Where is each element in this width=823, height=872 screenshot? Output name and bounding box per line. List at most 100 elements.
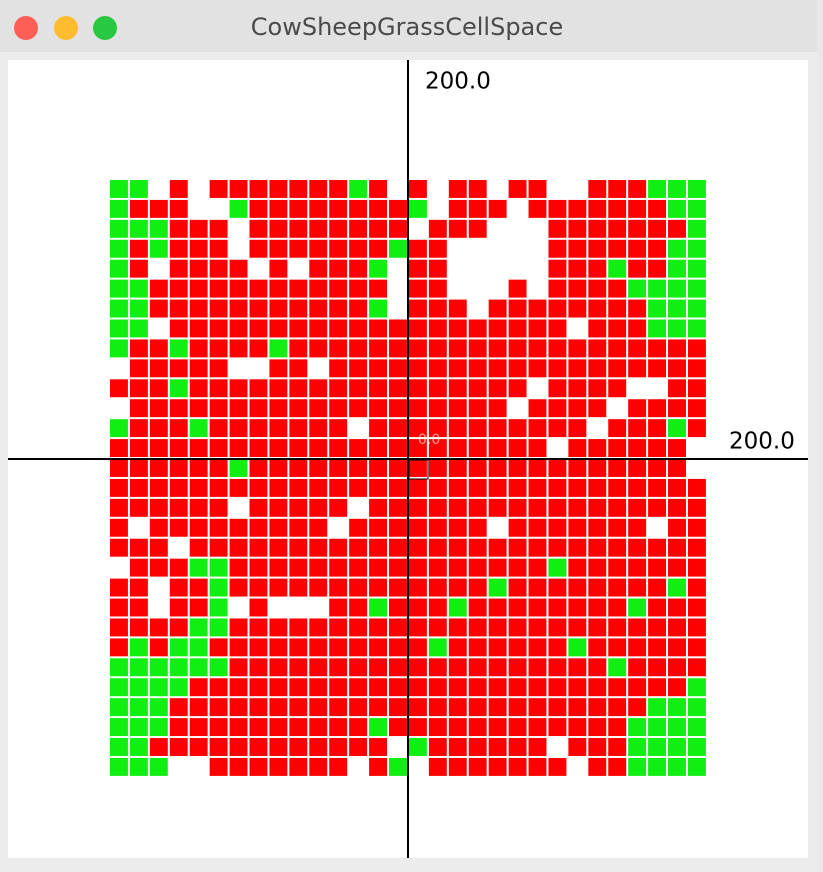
cell — [289, 399, 308, 418]
minimize-button[interactable] — [54, 16, 78, 40]
cell — [448, 558, 467, 577]
cell — [229, 439, 248, 458]
cell — [129, 757, 148, 776]
cell — [129, 738, 148, 756]
cell — [588, 299, 607, 318]
cell — [269, 219, 288, 238]
cell — [329, 259, 348, 278]
cell — [149, 538, 168, 557]
cell — [189, 379, 208, 398]
cell — [369, 439, 388, 458]
cell — [408, 618, 427, 637]
cell — [129, 658, 148, 677]
cell — [169, 459, 188, 477]
cell — [588, 658, 607, 677]
cell — [110, 498, 128, 517]
cell — [528, 598, 547, 617]
cell — [408, 518, 427, 537]
cell — [110, 478, 128, 497]
cell — [528, 738, 547, 756]
cell — [129, 239, 148, 258]
cell — [588, 239, 607, 258]
cell — [668, 439, 686, 458]
cell — [428, 478, 447, 497]
zoom-button[interactable] — [93, 16, 117, 40]
cell — [289, 459, 308, 477]
cell — [329, 498, 348, 517]
cell — [389, 339, 407, 358]
cell — [628, 180, 647, 198]
cell — [249, 419, 268, 438]
cell — [448, 598, 467, 617]
cell — [508, 698, 527, 717]
cell — [668, 738, 686, 756]
cell — [608, 459, 627, 477]
cell — [169, 439, 188, 458]
cell — [229, 757, 248, 776]
cell — [249, 598, 268, 617]
cell — [110, 279, 128, 298]
cell — [209, 618, 228, 637]
cell — [668, 578, 686, 597]
cell — [508, 459, 527, 477]
cell — [249, 678, 268, 697]
cell — [329, 578, 348, 597]
cell — [209, 498, 228, 517]
cell — [189, 578, 208, 597]
cell — [508, 538, 527, 557]
cell — [349, 658, 368, 677]
cell — [129, 678, 148, 697]
cell — [309, 399, 328, 418]
cell — [528, 180, 547, 198]
cell — [249, 379, 268, 398]
cell — [229, 299, 248, 318]
cell — [209, 638, 228, 657]
cell — [149, 339, 168, 358]
cell — [528, 459, 547, 477]
cell — [289, 299, 308, 318]
cell — [588, 518, 607, 537]
cell — [189, 678, 208, 697]
cell — [668, 598, 686, 617]
cell — [169, 658, 188, 677]
cell — [628, 459, 647, 477]
cell — [628, 319, 647, 338]
cell — [488, 658, 507, 677]
cell — [448, 199, 467, 218]
cell — [129, 419, 148, 438]
cell — [687, 180, 706, 198]
cell — [229, 698, 248, 717]
cell — [687, 618, 706, 637]
cell — [229, 658, 248, 677]
cell — [209, 419, 228, 438]
cell — [129, 199, 148, 218]
cell — [209, 459, 228, 477]
cell — [687, 259, 706, 278]
cell — [488, 718, 507, 737]
cell — [329, 478, 348, 497]
cell — [110, 757, 128, 776]
cell — [289, 439, 308, 458]
cell — [588, 319, 607, 338]
cell — [349, 598, 368, 617]
close-button[interactable] — [14, 16, 38, 40]
cell — [249, 757, 268, 776]
cell — [329, 558, 348, 577]
cell — [349, 319, 368, 338]
cell — [129, 718, 148, 737]
cell — [169, 399, 188, 418]
cell — [269, 399, 288, 418]
cell — [389, 558, 407, 577]
cell — [608, 439, 627, 458]
cell — [349, 459, 368, 477]
cell — [229, 180, 248, 198]
cell — [309, 259, 328, 278]
cell — [309, 698, 328, 717]
cell — [568, 279, 587, 298]
cell — [110, 319, 128, 338]
cell — [588, 279, 607, 298]
cell — [648, 658, 667, 677]
cell — [548, 518, 567, 537]
cell — [508, 678, 527, 697]
